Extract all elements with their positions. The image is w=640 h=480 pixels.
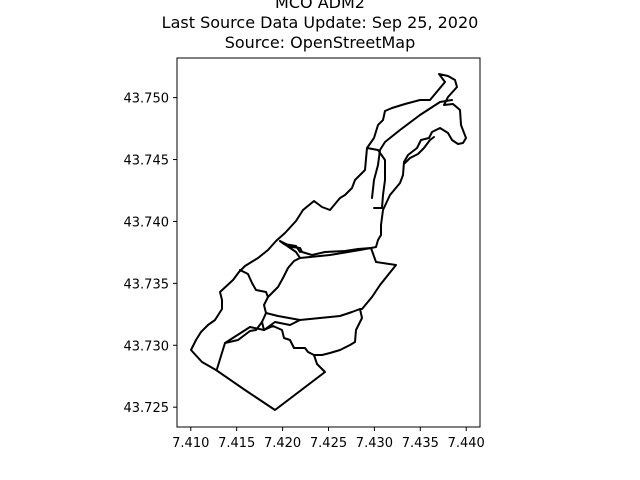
y-tick-label: 43.750 xyxy=(124,92,170,107)
district-border-port xyxy=(299,247,397,310)
map-source: Source: OpenStreetMap xyxy=(224,33,416,52)
district-border-fontvieille xyxy=(279,240,301,253)
district-border-west xyxy=(239,269,269,298)
district-border-middle xyxy=(265,312,301,321)
map-subtitle: Last Source Data Update: Sep 25, 2020 xyxy=(161,13,479,32)
x-tick-label: 7.410 xyxy=(172,436,209,451)
title-block: MCO ADM2 Last Source Data Update: Sep 25… xyxy=(0,0,640,53)
x-tick-label: 7.425 xyxy=(310,436,347,451)
plot-frame xyxy=(176,57,481,428)
x-tick-label: 7.435 xyxy=(402,436,439,451)
y-axis: 43.725 43.730 43.735 43.740 43.745 43.750 xyxy=(124,92,177,416)
x-tick-label: 7.430 xyxy=(356,436,393,451)
district-border-north xyxy=(371,99,453,199)
y-tick-label: 43.745 xyxy=(124,154,170,169)
y-tick-label: 43.730 xyxy=(124,339,170,354)
y-tick-label: 43.725 xyxy=(124,401,170,416)
district-border-harbor xyxy=(366,147,386,209)
x-tick-label: 7.440 xyxy=(448,436,485,451)
district-border-coast xyxy=(404,136,435,164)
district-border-center xyxy=(263,308,363,356)
admin-boundaries xyxy=(190,73,467,411)
x-axis: 7.410 7.415 7.420 7.425 7.430 7.435 7.440 xyxy=(172,427,485,451)
x-tick-label: 7.415 xyxy=(218,436,255,451)
y-tick-label: 43.735 xyxy=(124,277,170,292)
x-tick-label: 7.420 xyxy=(264,436,301,451)
map-title: MCO ADM2 xyxy=(275,0,365,12)
y-tick-label: 43.740 xyxy=(124,215,170,230)
country-outline xyxy=(190,73,467,411)
district-border-southwest xyxy=(224,326,265,344)
